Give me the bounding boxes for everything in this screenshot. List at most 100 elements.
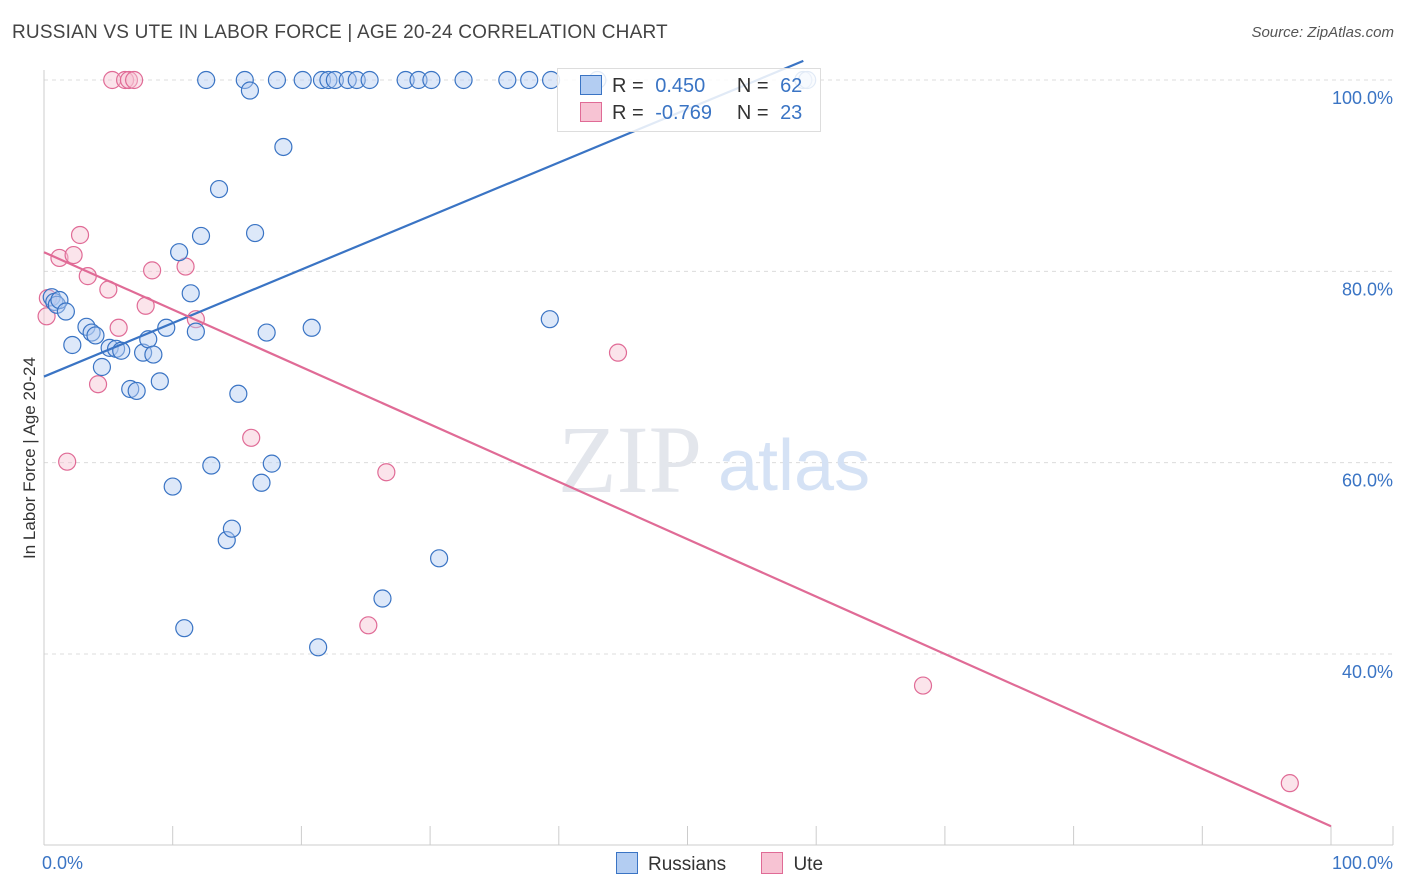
russians-point-45 — [325, 70, 344, 90]
russians-point-42 — [309, 638, 328, 657]
ute-legend-swatch — [761, 852, 784, 874]
legend-item-russians[interactable]: Russians — [616, 852, 726, 876]
russians-legend-swatch — [616, 852, 638, 874]
r-label: R = — [612, 75, 644, 97]
russians-point-23 — [181, 284, 200, 303]
russians-point-48 — [360, 70, 379, 90]
russians-point-55 — [498, 70, 517, 90]
russians-point-35 — [252, 473, 271, 492]
ute-point-20 — [377, 463, 396, 482]
ute-point-4 — [64, 245, 83, 265]
ute-point-12 — [119, 70, 139, 90]
grid-lines — [44, 79, 1393, 655]
y-tick-label-2: 60.0% — [1342, 471, 1393, 491]
legend-row-ute: R = -0.769 N = 23 — [580, 102, 802, 126]
russians-points — [42, 70, 817, 657]
russians-point-56 — [520, 70, 539, 90]
ute-point-7 — [88, 375, 108, 394]
russians-point-21 — [170, 243, 189, 262]
ute-n-value: 23 — [780, 102, 803, 124]
series-legend: Russians Ute — [616, 852, 853, 876]
russians-point-39 — [274, 137, 293, 157]
x-tick-label-max: 100.0% — [1332, 853, 1393, 873]
russians-point-49 — [373, 589, 392, 608]
russians-point-20 — [163, 477, 182, 496]
y-tick-label-1: 80.0% — [1342, 279, 1393, 299]
ute-point-21 — [608, 343, 628, 362]
ute-points — [37, 70, 1299, 793]
n-label: N = — [736, 75, 769, 97]
russians-point-25 — [191, 226, 211, 246]
ute-point-5 — [70, 225, 90, 245]
russians-n-value: 62 — [780, 75, 803, 97]
russians-point-52 — [422, 70, 441, 90]
russians-point-50 — [396, 70, 415, 90]
y-tick-label-0: 100.0% — [1332, 88, 1393, 108]
ute-point-15 — [143, 261, 162, 280]
ute-point-0 — [37, 307, 56, 326]
russians-point-9 — [92, 357, 112, 377]
russians-point-4 — [56, 302, 75, 321]
russians-point-27 — [202, 456, 221, 475]
russians-point-32 — [235, 70, 254, 90]
ute-swatch — [580, 102, 602, 122]
ute-trend-line — [43, 251, 1332, 828]
chart-title: RUSSIAN VS UTE IN LABOR FORCE | AGE 20-2… — [12, 22, 668, 43]
ute-point-23 — [1280, 774, 1299, 793]
russians-point-5 — [63, 335, 82, 355]
n-label: N = — [736, 102, 769, 124]
russians-point-40 — [293, 70, 312, 90]
y-tick-label-3: 40.0% — [1342, 662, 1393, 682]
russians-point-30 — [222, 519, 242, 538]
russians-point-38 — [267, 70, 287, 90]
russians-point-13 — [121, 379, 140, 399]
russians-point-34 — [245, 223, 265, 243]
ute-r-value: -0.769 — [655, 102, 712, 124]
x-ticks — [43, 826, 1394, 845]
russians-point-47 — [347, 70, 366, 90]
russians-point-51 — [409, 70, 428, 90]
ute-point-13 — [124, 70, 144, 90]
r-label: R = — [612, 102, 644, 124]
russians-point-24 — [186, 322, 205, 341]
ute-point-10 — [109, 318, 128, 337]
russians-point-41 — [302, 318, 321, 337]
y-tick-labels: 100.0% 80.0% 60.0% 40.0% — [1332, 88, 1393, 682]
ute-point-22 — [913, 676, 933, 695]
russians-r-value: 0.450 — [655, 75, 706, 97]
russians-point-17 — [144, 345, 163, 364]
russians-point-28 — [209, 179, 229, 199]
russians-point-44 — [319, 70, 338, 90]
ute-point-18 — [242, 428, 261, 447]
russians-point-29 — [217, 531, 236, 550]
stats-legend: R = 0.450 N = 62 R = -0.769 N = 23 — [557, 68, 821, 132]
russians-point-14 — [127, 381, 146, 401]
russians-legend-label: Russians — [648, 854, 727, 875]
russians-point-33 — [240, 81, 260, 100]
russians-point-57 — [540, 310, 559, 329]
russians-swatch — [580, 75, 602, 95]
russians-point-53 — [430, 549, 449, 568]
legend-item-ute[interactable]: Ute — [761, 852, 823, 876]
ute-point-3 — [58, 452, 77, 471]
ute-point-19 — [359, 616, 378, 635]
source-label: Source: ZipAtlas.com — [1251, 24, 1394, 41]
x-tick-label-min: 0.0% — [42, 853, 83, 873]
russians-point-36 — [257, 323, 276, 342]
russians-point-54 — [454, 70, 473, 90]
russians-point-26 — [197, 70, 216, 90]
russians-point-31 — [229, 384, 248, 403]
russians-point-43 — [312, 70, 332, 90]
russians-point-3 — [50, 290, 69, 310]
watermark-zip: ZIP — [558, 406, 702, 513]
axes — [43, 70, 1393, 846]
russians-point-37 — [262, 454, 281, 473]
legend-row-russians: R = 0.450 N = 62 — [580, 75, 802, 99]
ute-legend-label: Ute — [793, 854, 824, 875]
watermark-atlas: atlas — [718, 426, 870, 506]
russians-point-2 — [47, 295, 66, 314]
russians-point-18 — [150, 372, 169, 391]
russians-point-8 — [86, 326, 105, 345]
russians-point-22 — [175, 619, 194, 638]
